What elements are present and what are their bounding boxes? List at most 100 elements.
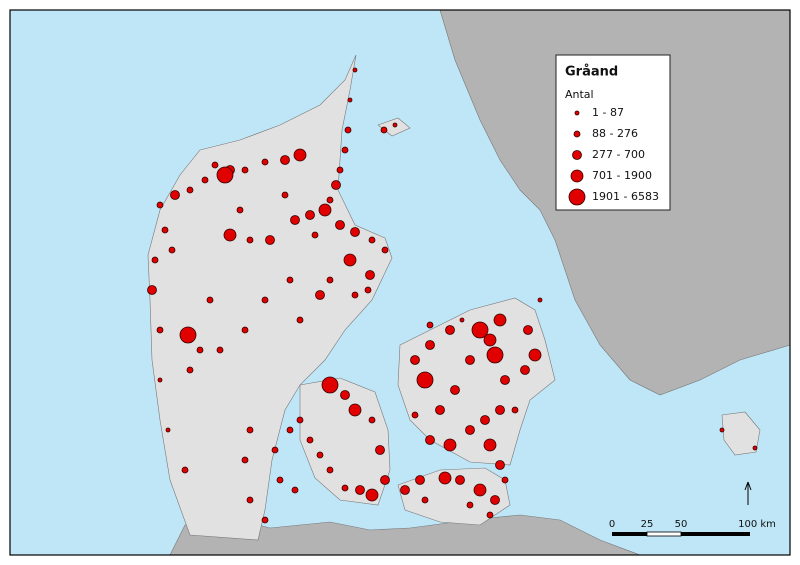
legend-symbol [574, 110, 580, 116]
observation-dot [537, 297, 543, 303]
legend-label: 701 - 1900 [592, 169, 652, 182]
legend-label: 1901 - 6583 [592, 190, 659, 203]
observation-dot [450, 385, 460, 395]
legend-items: 1 - 87 88 - 276 277 - 700 701 - 1900 1901 - … [568, 106, 659, 206]
observation-dot [486, 346, 504, 364]
bornholm [721, 411, 761, 456]
observation-dot [523, 325, 533, 335]
observation-dot [326, 276, 334, 284]
observation-dot [236, 206, 244, 214]
observation-dot [415, 475, 425, 485]
observation-dot [286, 426, 294, 434]
scale-label: 50 [675, 519, 688, 530]
observation-dot [223, 228, 237, 242]
observation-dot [246, 496, 254, 504]
legend-symbol [573, 130, 581, 138]
observation-dot [261, 516, 269, 524]
observation-dot [416, 371, 434, 389]
scale-bar [612, 531, 750, 537]
observation-dot [350, 227, 360, 237]
observation-dot [528, 348, 542, 362]
scale-labels: 0 25 50 100 km [609, 519, 776, 530]
observation-dot [368, 416, 376, 424]
observation-dot [500, 375, 510, 385]
observation-dot [455, 475, 465, 485]
observation-dot [341, 484, 349, 492]
observation-dot [719, 427, 725, 433]
observation-dot [380, 475, 390, 485]
observation-dot [181, 466, 189, 474]
observation-dot [265, 235, 275, 245]
observation-dot [156, 326, 164, 334]
observation-dot [293, 148, 307, 162]
observation-dot [311, 231, 319, 239]
observation-dot [315, 290, 325, 300]
observation-dot [347, 97, 353, 103]
observation-dot [426, 321, 434, 329]
observation-dot [296, 316, 304, 324]
lolland-falster [397, 467, 511, 526]
legend-title: Gråand [565, 65, 618, 80]
observation-dot [165, 427, 171, 433]
observation-dot [425, 435, 435, 445]
observation-dot [471, 321, 489, 339]
observation-dot [306, 436, 314, 444]
observation-dot [483, 333, 497, 347]
observation-dot [493, 313, 507, 327]
observation-dot [520, 365, 530, 375]
observation-dot [276, 476, 284, 484]
observation-dot [411, 411, 419, 419]
observation-dot [466, 501, 474, 509]
observation-dot [348, 403, 362, 417]
observation-dot [296, 416, 304, 424]
observation-dot [241, 326, 249, 334]
observation-dot [216, 346, 224, 354]
observation-dot [501, 476, 509, 484]
north-arrow [744, 481, 752, 505]
observation-dot [435, 405, 445, 415]
observation-dot [480, 415, 490, 425]
observation-dot [438, 471, 452, 485]
observation-dot [344, 126, 352, 134]
scale-label: 25 [641, 519, 654, 530]
observation-dot [286, 276, 294, 284]
observation-dot [201, 176, 209, 184]
observation-dot [483, 438, 497, 452]
observation-dot [156, 201, 164, 209]
scale-seg [681, 532, 750, 536]
observation-dot [392, 122, 398, 128]
observation-dot [381, 246, 389, 254]
observation-dot [425, 340, 435, 350]
observation-dot [186, 186, 194, 194]
observation-dot [151, 256, 159, 264]
observation-dot [179, 326, 197, 344]
observation-dot [157, 377, 163, 383]
observation-dot [351, 291, 359, 299]
observation-dot [495, 460, 505, 470]
funen [299, 377, 391, 506]
observation-dot [752, 445, 758, 451]
observation-dot [365, 270, 375, 280]
observation-dot [168, 246, 176, 254]
observation-dot [365, 488, 379, 502]
observation-dot [335, 220, 345, 230]
scale-label: 0 [609, 519, 615, 530]
observation-dot [326, 466, 334, 474]
observation-dot [211, 161, 219, 169]
frame [9, 9, 791, 556]
observation-dot [473, 483, 487, 497]
observation-dot [186, 366, 194, 374]
observation-dot [341, 146, 349, 154]
observation-dot [241, 166, 249, 174]
observation-dot [340, 390, 350, 400]
observation-dot [368, 236, 376, 244]
observation-dot [459, 317, 465, 323]
legend-label: 1 - 87 [592, 106, 624, 119]
observation-dot [318, 203, 332, 217]
observation-dot [352, 67, 358, 73]
observation-dot [147, 285, 157, 295]
observation-dot [490, 495, 500, 505]
observation-dot [291, 486, 299, 494]
observation-dot [465, 355, 475, 365]
legend-label: 88 - 276 [592, 127, 638, 140]
